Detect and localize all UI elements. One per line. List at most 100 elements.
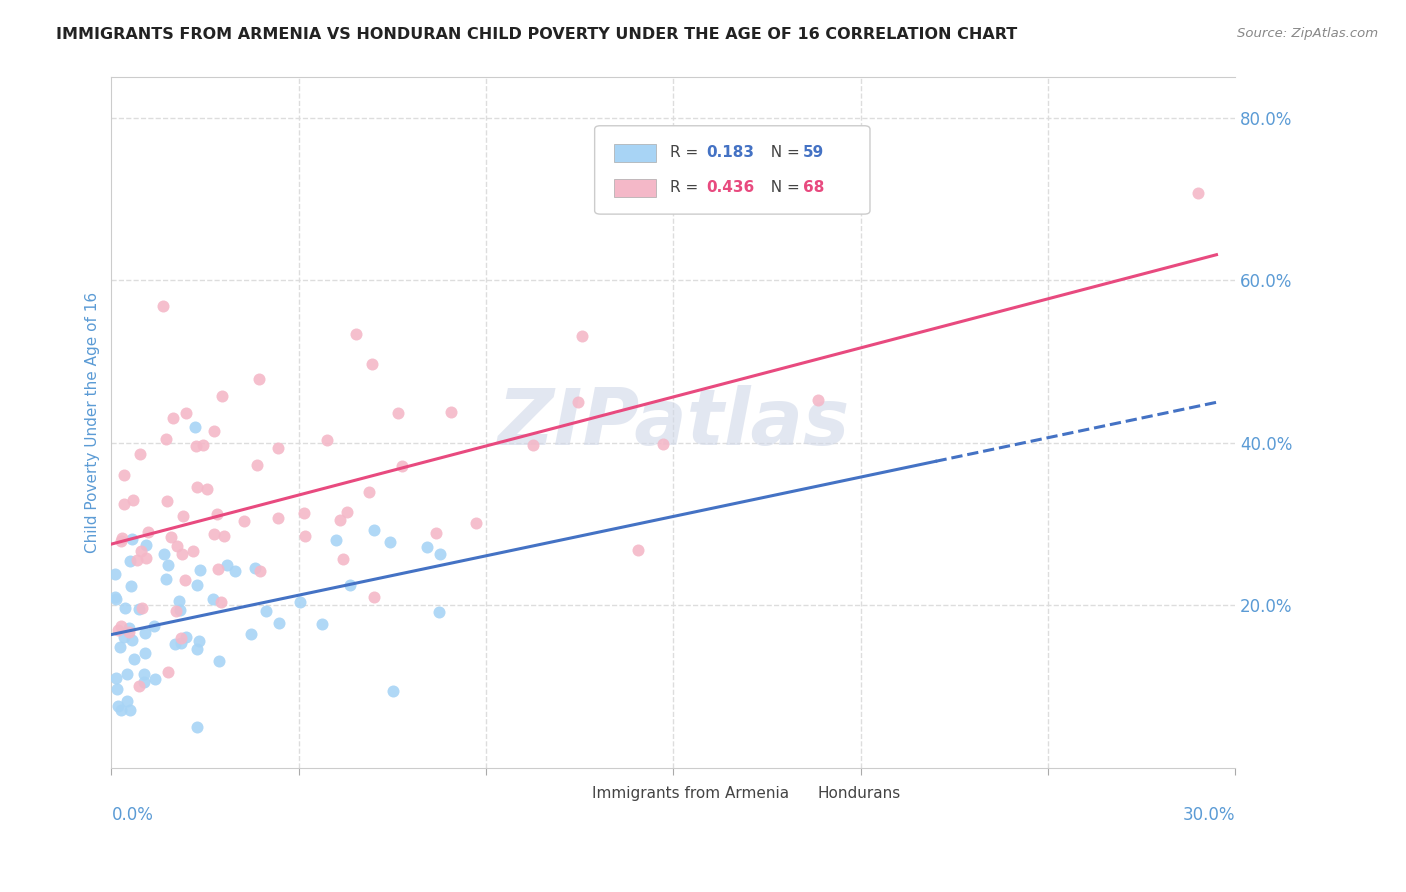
Point <box>165 604 187 618</box>
Point <box>118 621 141 635</box>
Bar <box>786 785 810 798</box>
Point <box>188 564 211 578</box>
Point <box>378 535 401 549</box>
Point <box>166 539 188 553</box>
Point <box>465 516 488 530</box>
Point <box>267 615 290 630</box>
Point <box>121 493 143 508</box>
Point <box>167 593 190 607</box>
Text: 59: 59 <box>803 145 824 161</box>
Point <box>107 623 129 637</box>
Point <box>104 671 127 685</box>
Text: ZIPatlas: ZIPatlas <box>498 384 849 460</box>
Point <box>165 637 187 651</box>
Point <box>429 547 451 561</box>
Point <box>186 439 208 453</box>
Point <box>361 357 384 371</box>
Point <box>121 633 143 648</box>
Point <box>153 547 176 561</box>
Text: R =: R = <box>669 145 703 161</box>
Point <box>143 619 166 633</box>
Point <box>627 543 650 558</box>
Point <box>292 507 315 521</box>
Point <box>127 553 149 567</box>
Point <box>209 595 232 609</box>
Point <box>294 529 316 543</box>
Point <box>329 513 352 527</box>
Point <box>157 665 180 679</box>
Point <box>170 631 193 645</box>
Point <box>1187 186 1209 201</box>
Bar <box>614 145 657 162</box>
Point <box>207 508 229 522</box>
Text: IMMIGRANTS FROM ARMENIA VS HONDURAN CHILD POVERTY UNDER THE AGE OF 16 CORRELATIO: IMMIGRANTS FROM ARMENIA VS HONDURAN CHIL… <box>56 27 1018 42</box>
Point <box>207 562 229 576</box>
Point <box>112 468 135 483</box>
Point <box>212 529 235 543</box>
Point <box>112 497 135 511</box>
Point <box>202 527 225 541</box>
Text: 0.436: 0.436 <box>706 179 754 194</box>
Point <box>155 433 177 447</box>
Point <box>110 703 132 717</box>
Point <box>104 590 127 604</box>
Text: 0.0%: 0.0% <box>111 805 153 823</box>
Point <box>363 590 385 604</box>
Point <box>651 436 673 450</box>
Point <box>416 540 439 554</box>
Point <box>174 573 197 587</box>
Point <box>211 389 233 403</box>
Point <box>121 532 143 546</box>
Point <box>202 424 225 438</box>
Point <box>174 630 197 644</box>
Point <box>316 434 339 448</box>
Point <box>120 703 142 717</box>
Point <box>522 438 544 452</box>
Point <box>122 652 145 666</box>
Point <box>344 326 367 341</box>
Point <box>134 625 156 640</box>
Point <box>112 630 135 644</box>
Text: 0.183: 0.183 <box>706 145 754 161</box>
Text: Immigrants from Armenia: Immigrants from Armenia <box>592 787 790 801</box>
Point <box>162 411 184 425</box>
Point <box>131 600 153 615</box>
Point <box>186 578 208 592</box>
Point <box>170 548 193 562</box>
Text: 68: 68 <box>803 179 824 194</box>
Point <box>382 684 405 698</box>
Point <box>117 667 139 681</box>
Point <box>132 666 155 681</box>
Point <box>427 605 450 619</box>
Point <box>288 594 311 608</box>
Point <box>245 561 267 575</box>
Point <box>160 530 183 544</box>
Point <box>202 591 225 606</box>
Text: N =: N = <box>761 179 804 194</box>
Point <box>246 458 269 473</box>
Point <box>247 372 270 386</box>
Bar <box>614 179 657 197</box>
Point <box>129 543 152 558</box>
Point <box>173 509 195 524</box>
Point <box>311 616 333 631</box>
Point <box>128 448 150 462</box>
Point <box>135 550 157 565</box>
Point <box>249 564 271 578</box>
Point <box>215 558 238 573</box>
Point <box>128 601 150 615</box>
Point <box>105 682 128 697</box>
Point <box>325 533 347 548</box>
Point <box>135 538 157 552</box>
Point <box>267 511 290 525</box>
Point <box>111 531 134 545</box>
Point <box>108 640 131 655</box>
Point <box>157 558 180 573</box>
Point <box>184 419 207 434</box>
Point <box>186 720 208 734</box>
Point <box>181 543 204 558</box>
Point <box>440 405 463 419</box>
Point <box>339 578 361 592</box>
Point <box>107 698 129 713</box>
Point <box>195 483 218 497</box>
